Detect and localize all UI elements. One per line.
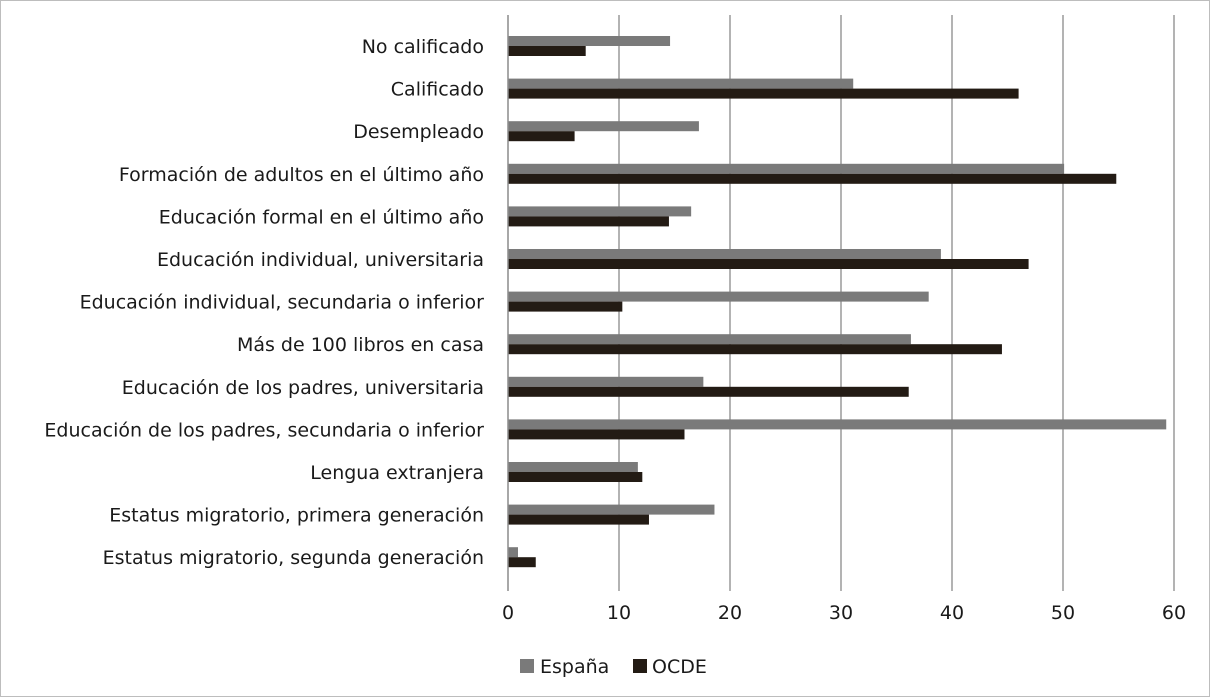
legend-swatch-ocde — [633, 659, 647, 673]
category-label: Más de 100 libros en casa — [237, 334, 484, 356]
x-tick-label-10: 10 — [607, 602, 631, 624]
bar-ocde — [508, 472, 643, 482]
category-label: Educación de los padres, secundaria o in… — [44, 419, 484, 441]
x-tick-label-30: 30 — [829, 602, 853, 624]
legend-label-espana: España — [540, 656, 609, 678]
legend-label-ocde: OCDE — [652, 656, 707, 678]
bar-ocde — [508, 429, 685, 440]
bar-ocde — [508, 344, 1002, 355]
bar-espana — [508, 163, 1065, 174]
bars — [507, 15, 1167, 591]
bar-espana — [508, 36, 671, 46]
legend: España OCDE — [520, 656, 707, 678]
x-tick-label-60: 60 — [1162, 602, 1186, 624]
category-label: No calificado — [362, 36, 484, 58]
bar-ocde — [508, 88, 1019, 99]
category-label: Formación de adultos en el último año — [119, 164, 484, 186]
bar-ocde — [508, 514, 649, 525]
bar-ocde — [508, 173, 1117, 184]
bar-ocde — [508, 46, 586, 56]
gridlines — [618, 15, 1175, 591]
legend-swatch-espana — [520, 659, 534, 673]
category-label: Calificado — [391, 79, 484, 101]
category-label: Desempleado — [353, 121, 484, 143]
x-tick-label-20: 20 — [718, 602, 742, 624]
bar-espana — [508, 504, 715, 515]
bar-espana — [508, 291, 929, 302]
x-tick-label-0: 0 — [502, 602, 514, 624]
bar-ocde — [508, 301, 623, 312]
x-axis-ticks: 0 10 20 30 40 50 60 — [502, 602, 1186, 624]
category-labels: No calificado Calificado Desempleado Formac… — [44, 36, 484, 569]
bar-espana — [508, 121, 699, 132]
category-label: Educación individual, secundaria o infer… — [80, 292, 485, 314]
legend-item-ocde: OCDE — [633, 656, 707, 678]
category-label: Educación formal en el último año — [159, 206, 484, 228]
bar-espana — [508, 206, 692, 217]
bar-espana — [508, 78, 854, 89]
bar-espana — [508, 249, 941, 259]
category-label: Educación de los padres, universitaria — [122, 377, 484, 399]
legend-item-espana: España — [520, 656, 609, 678]
bar-espana — [508, 419, 1167, 430]
x-tick-label-40: 40 — [940, 602, 964, 624]
category-label: Estatus migratorio, segunda generación — [103, 547, 484, 569]
bar-espana — [508, 376, 704, 387]
bar-espana — [508, 462, 638, 472]
x-tick-label-50: 50 — [1051, 602, 1075, 624]
category-label: Educación individual, universitaria — [157, 249, 484, 271]
bar-ocde — [508, 386, 909, 397]
bar-ocde — [508, 216, 669, 227]
bar-ocde — [508, 557, 536, 568]
category-label: Estatus migratorio, primera generación — [109, 505, 484, 527]
bar-ocde — [508, 131, 575, 142]
bar-ocde — [508, 259, 1029, 269]
bar-espana — [508, 334, 911, 345]
bar-espana — [508, 547, 518, 558]
category-label: Lengua extranjera — [310, 462, 484, 484]
